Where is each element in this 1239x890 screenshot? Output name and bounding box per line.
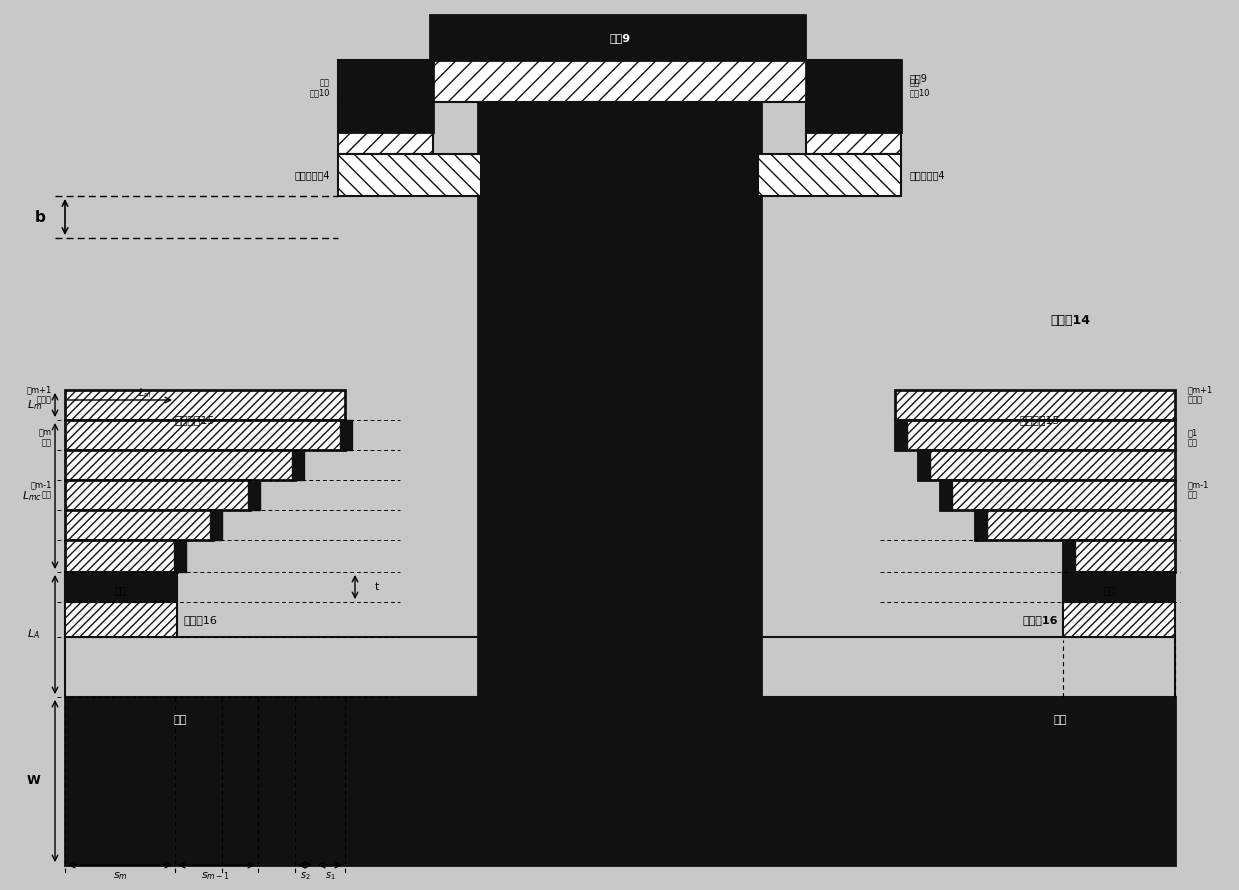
Text: $s_1$: $s_1$: [325, 870, 336, 882]
Bar: [64, 697, 1175, 865]
Bar: [64, 450, 295, 480]
Bar: [64, 602, 177, 637]
Bar: [64, 572, 177, 602]
Bar: [209, 510, 222, 540]
Bar: [1063, 540, 1175, 572]
Bar: [975, 510, 987, 540]
Bar: [338, 102, 432, 154]
Text: 第m+1
个平台: 第m+1 个平台: [1188, 385, 1213, 405]
Bar: [940, 480, 1175, 510]
Bar: [1063, 572, 1175, 602]
Bar: [1063, 602, 1175, 637]
Bar: [339, 420, 352, 450]
Text: 漏极: 漏极: [1053, 715, 1067, 725]
Bar: [918, 450, 1175, 480]
Text: 钝化层14: 钝化层14: [1049, 313, 1090, 327]
Bar: [1063, 540, 1075, 572]
Bar: [895, 420, 1175, 450]
Text: $L_m$: $L_m$: [27, 398, 42, 412]
Text: 保护层16: 保护层16: [183, 615, 217, 625]
Bar: [478, 58, 761, 745]
Bar: [338, 154, 481, 196]
Text: 漏极: 漏极: [1103, 585, 1115, 595]
Text: 注入
欧姆10: 注入 欧姆10: [310, 78, 330, 98]
Text: $L_m$: $L_m$: [139, 386, 151, 400]
Text: 第m+1
个平台: 第m+1 个平台: [27, 385, 52, 405]
Text: 源极: 源极: [115, 585, 126, 595]
Bar: [64, 420, 344, 450]
Text: $s_m$: $s_m$: [113, 870, 128, 882]
Bar: [807, 102, 901, 154]
Text: 源极: 源极: [173, 715, 187, 725]
Text: $L_{mc}$: $L_{mc}$: [22, 490, 42, 503]
Text: 第m-1
台阶: 第m-1 台阶: [31, 481, 52, 499]
Text: W: W: [26, 774, 40, 788]
Text: 栅极9: 栅极9: [610, 33, 631, 43]
Bar: [64, 510, 213, 540]
Bar: [338, 60, 432, 132]
Text: 电流阻挡层4: 电流阻挡层4: [909, 170, 945, 180]
Text: 电流阻挡层4: 电流阻挡层4: [295, 170, 330, 180]
Bar: [918, 450, 930, 480]
Bar: [895, 420, 907, 450]
Bar: [64, 540, 177, 572]
Bar: [895, 390, 1175, 420]
Bar: [807, 60, 901, 132]
Bar: [64, 637, 479, 697]
Text: b: b: [35, 209, 46, 224]
Bar: [338, 60, 900, 102]
Bar: [173, 540, 186, 572]
Bar: [64, 390, 344, 420]
Text: 保护层16: 保护层16: [1022, 615, 1058, 625]
Text: 第1
台阶: 第1 台阶: [1188, 428, 1198, 448]
Text: $s_2$: $s_2$: [300, 870, 310, 882]
Bar: [975, 510, 1175, 540]
Bar: [430, 15, 805, 60]
Text: 台阶9: 台阶9: [909, 73, 928, 83]
Bar: [64, 480, 250, 510]
Text: 阶梯场板15: 阶梯场板15: [1020, 415, 1061, 425]
Text: 第m
台阶: 第m 台阶: [38, 428, 52, 448]
Text: 阶梯场板15: 阶梯场板15: [175, 415, 216, 425]
Bar: [940, 480, 952, 510]
Text: 注入
欧姆10: 注入 欧姆10: [909, 78, 930, 98]
Bar: [760, 637, 1175, 697]
Text: t: t: [375, 582, 379, 592]
Bar: [758, 154, 901, 196]
Text: $s_{m-1}$: $s_{m-1}$: [202, 870, 230, 882]
Text: $L_A$: $L_A$: [26, 627, 40, 641]
Bar: [248, 480, 260, 510]
Bar: [292, 450, 304, 480]
Text: 第m-1
台阶: 第m-1 台阶: [1188, 481, 1209, 499]
